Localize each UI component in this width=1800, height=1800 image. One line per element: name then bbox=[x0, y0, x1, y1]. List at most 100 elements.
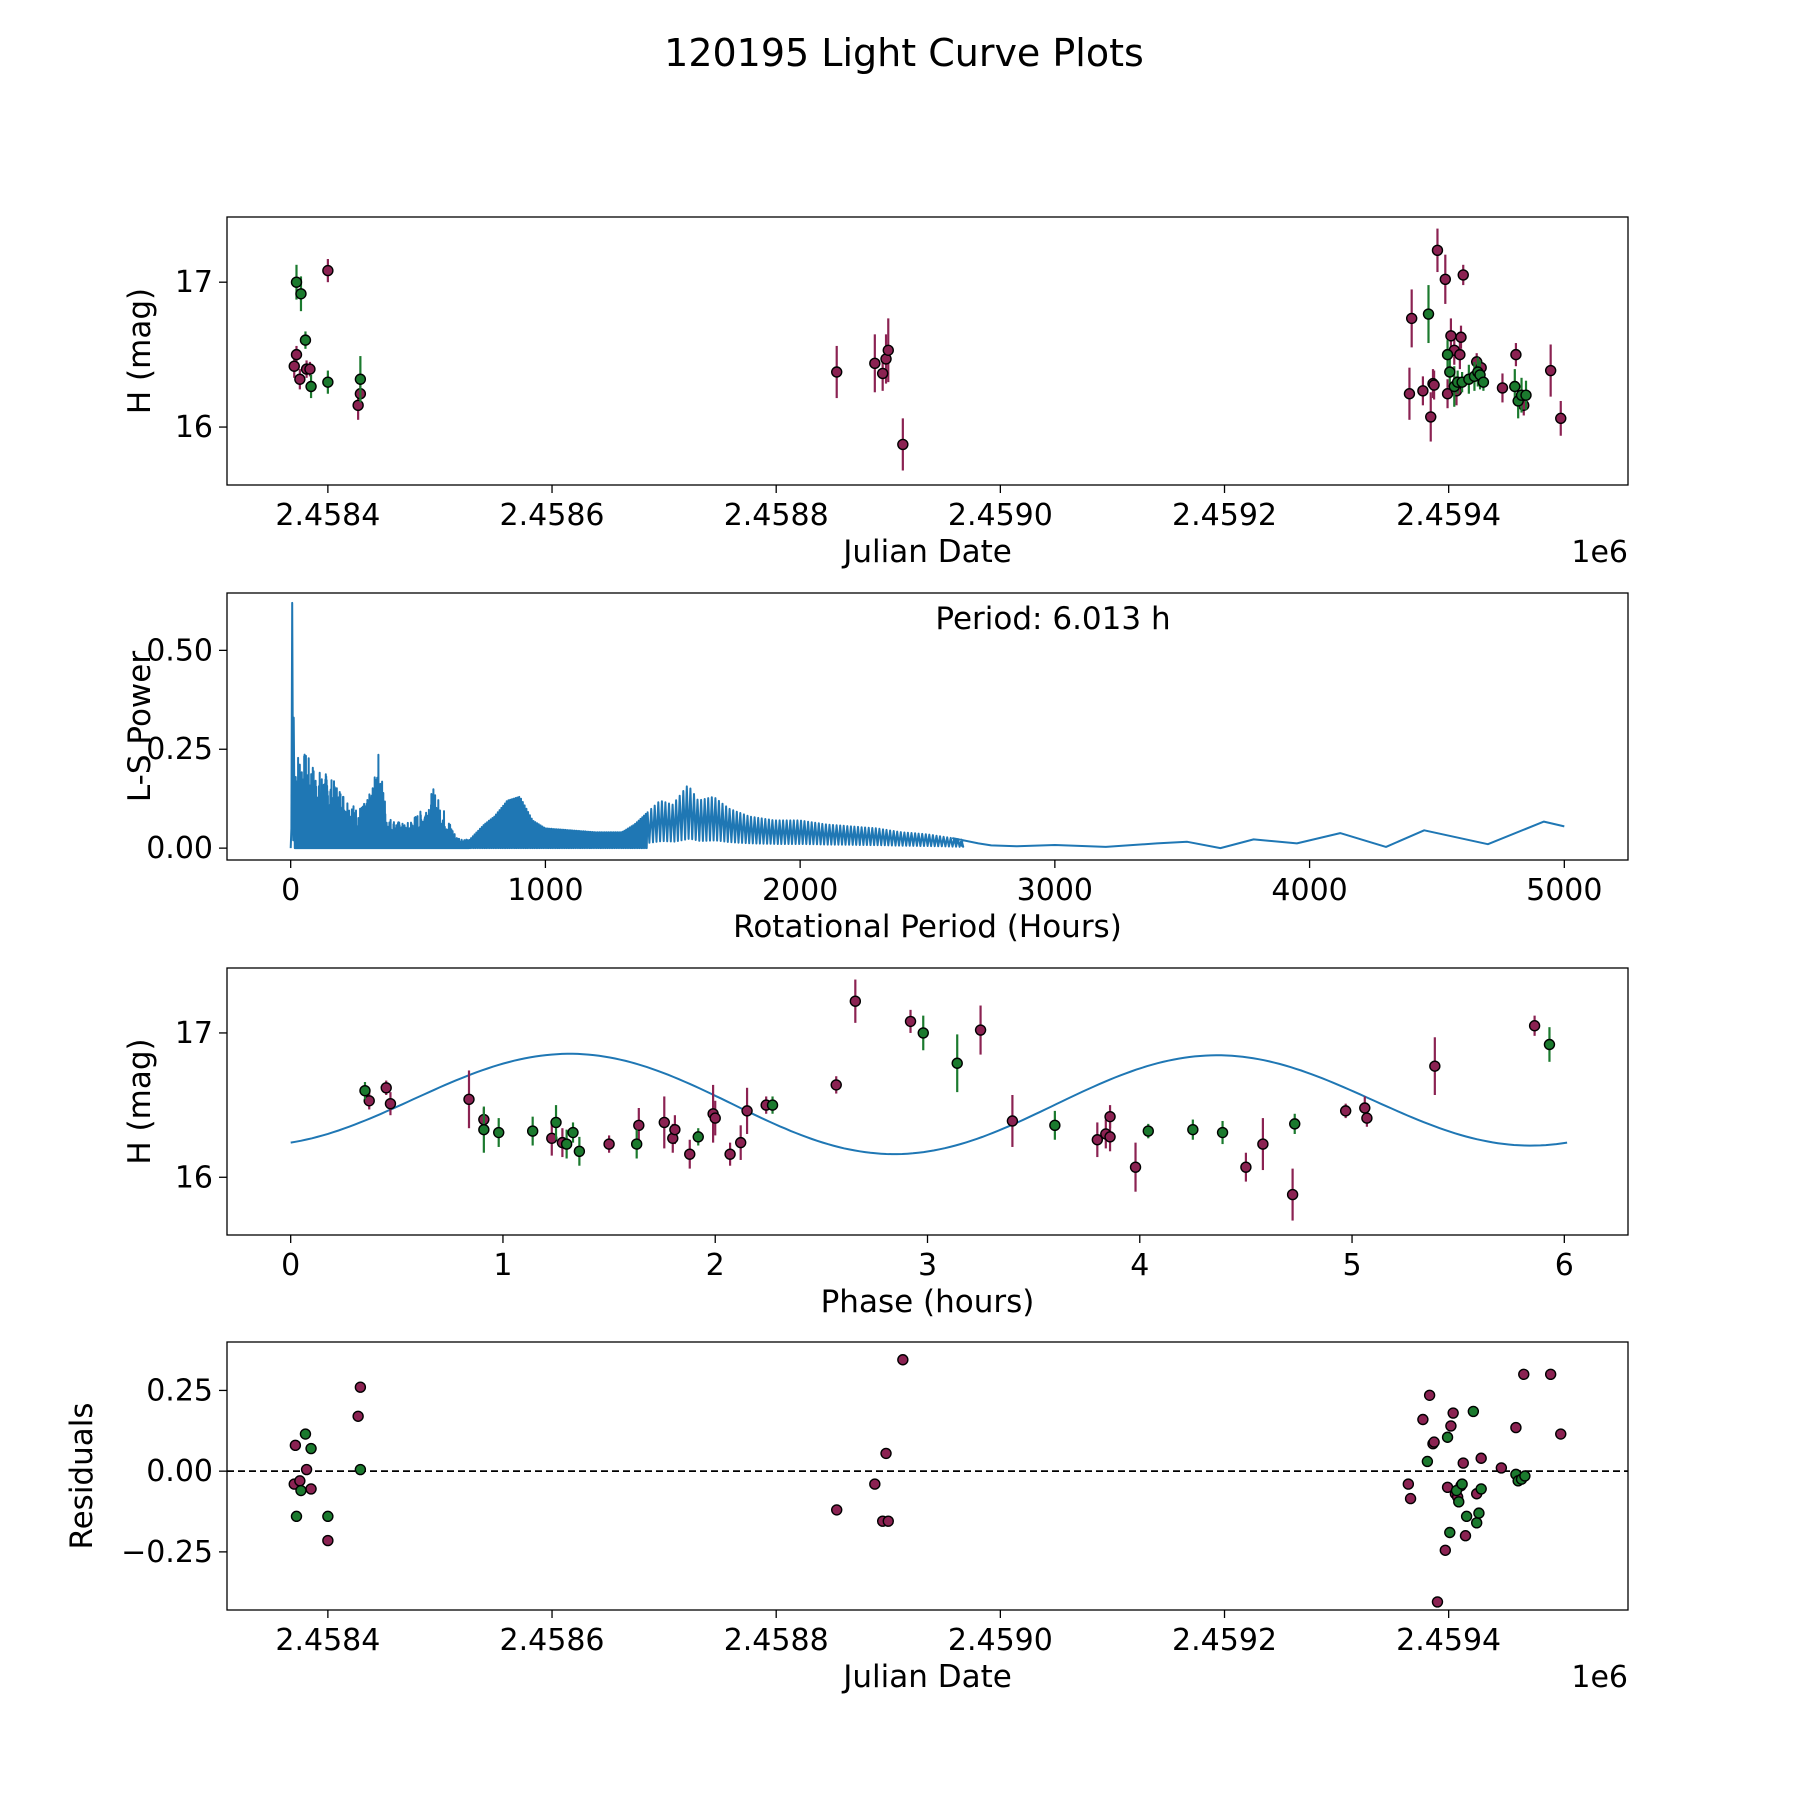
green-data-point bbox=[478, 1123, 490, 1136]
x-tick-label: 2000 bbox=[762, 873, 838, 908]
y-tick-label: 0.25 bbox=[146, 1373, 213, 1408]
green-data-point bbox=[567, 1126, 579, 1139]
magenta-data-point bbox=[897, 1354, 909, 1366]
x-axis-label: Rotational Period (Hours) bbox=[733, 909, 1122, 945]
x-tick-label: 2.4588 bbox=[724, 498, 829, 533]
magenta-data-point bbox=[1428, 379, 1440, 391]
x-tick-label: 6 bbox=[1555, 1248, 1574, 1283]
lightcurve-plot-area bbox=[288, 228, 1567, 471]
green-data-point bbox=[322, 1510, 334, 1523]
lightcurve-axes-frame bbox=[226, 216, 1629, 486]
x-offset-label: 1e6 bbox=[1571, 535, 1628, 570]
magenta-data-point bbox=[658, 1116, 670, 1129]
x-axis-label: Julian Date bbox=[841, 534, 1012, 570]
x-tick-label: 2.4584 bbox=[275, 1623, 380, 1658]
period-annotation: Period: 6.013 h bbox=[935, 601, 1170, 637]
y-tick-label: 0.50 bbox=[146, 633, 213, 668]
magenta-data-point bbox=[384, 1097, 397, 1110]
green-data-point bbox=[560, 1138, 573, 1150]
magenta-data-point bbox=[1129, 1161, 1142, 1173]
magenta-data-point bbox=[897, 438, 909, 451]
green-data-point bbox=[290, 276, 303, 288]
magenta-data-point bbox=[880, 1447, 892, 1460]
magenta-data-point bbox=[1439, 1544, 1452, 1556]
magenta-data-point bbox=[709, 1112, 721, 1124]
magenta-data-point bbox=[380, 1082, 392, 1094]
y-tick-label: 16 bbox=[175, 1160, 213, 1195]
x-tick-label: 2.4594 bbox=[1396, 498, 1501, 533]
magenta-data-point bbox=[904, 1015, 917, 1028]
magenta-data-point bbox=[1339, 1105, 1352, 1117]
x-tick-label: 2.4592 bbox=[1172, 1623, 1277, 1658]
magenta-data-point bbox=[1402, 1478, 1415, 1490]
residuals-plot-area bbox=[227, 1354, 1628, 1608]
magenta-data-point bbox=[1240, 1161, 1252, 1173]
magenta-data-point bbox=[869, 1478, 881, 1490]
x-tick-label: 1 bbox=[493, 1248, 512, 1283]
y-axis-label: H (mag) bbox=[122, 1038, 158, 1164]
magenta-data-point bbox=[831, 366, 843, 378]
green-data-point bbox=[1441, 348, 1454, 361]
magenta-data-point bbox=[1417, 1413, 1429, 1426]
magenta-data-point bbox=[1510, 1421, 1522, 1434]
magenta-data-point bbox=[304, 363, 316, 375]
magenta-data-point bbox=[1544, 364, 1557, 377]
magenta-data-point bbox=[974, 1024, 987, 1036]
x-tick-label: 2.4586 bbox=[500, 1623, 605, 1658]
magenta-data-point bbox=[1555, 412, 1567, 425]
magenta-data-point bbox=[603, 1138, 615, 1150]
magenta-data-point bbox=[876, 367, 889, 380]
magenta-data-point bbox=[1429, 1060, 1441, 1072]
x-tick-label: 2 bbox=[706, 1248, 725, 1283]
phased-plot-area bbox=[290, 979, 1568, 1221]
x-offset-label: 1e6 bbox=[1571, 1660, 1628, 1695]
magenta-data-point bbox=[1104, 1131, 1116, 1143]
green-data-point bbox=[1187, 1123, 1199, 1136]
green-data-point bbox=[305, 1442, 317, 1455]
magenta-data-point bbox=[1455, 331, 1467, 343]
magenta-data-point bbox=[830, 1079, 842, 1091]
magenta-data-point bbox=[1403, 388, 1416, 400]
magenta-data-point bbox=[1457, 269, 1469, 281]
y-axis-label: H (mag) bbox=[122, 288, 158, 414]
magenta-data-point bbox=[1091, 1134, 1104, 1146]
magenta-data-point bbox=[724, 1148, 736, 1160]
magenta-data-point bbox=[882, 1515, 894, 1527]
green-data-point bbox=[1453, 1496, 1465, 1508]
x-tick-label: 0 bbox=[281, 873, 300, 908]
magenta-data-point bbox=[300, 1463, 313, 1476]
magenta-data-point bbox=[1006, 1115, 1019, 1127]
green-data-point bbox=[290, 1510, 303, 1523]
green-data-point bbox=[1467, 1405, 1480, 1418]
green-data-point bbox=[1519, 1470, 1531, 1482]
green-data-point bbox=[1473, 1507, 1485, 1519]
green-data-point bbox=[526, 1125, 539, 1137]
magenta-data-point bbox=[363, 1095, 375, 1107]
green-data-point bbox=[1460, 1510, 1473, 1523]
magenta-data-point bbox=[1423, 1389, 1436, 1401]
magenta-data-point bbox=[1555, 1428, 1567, 1440]
x-tick-label: 5 bbox=[1342, 1248, 1361, 1283]
magenta-data-point bbox=[1439, 273, 1452, 285]
green-data-point bbox=[573, 1145, 586, 1157]
green-data-point bbox=[1216, 1126, 1229, 1139]
magenta-data-point bbox=[294, 1475, 306, 1487]
green-data-point bbox=[1477, 376, 1490, 388]
figure-title: 120195 Light Curve Plots bbox=[664, 31, 1144, 75]
green-data-point bbox=[1422, 308, 1435, 320]
magenta-data-point bbox=[849, 995, 862, 1007]
periodogram-line bbox=[289, 601, 1565, 850]
green-data-point bbox=[299, 1428, 312, 1440]
magenta-data-point bbox=[1431, 1596, 1444, 1608]
magenta-data-point bbox=[1495, 1462, 1508, 1474]
magenta-data-point bbox=[1104, 1110, 1116, 1123]
green-data-point bbox=[1475, 1483, 1487, 1495]
magenta-data-point bbox=[1405, 312, 1418, 325]
magenta-data-point bbox=[1404, 1492, 1417, 1505]
x-tick-label: 1000 bbox=[507, 873, 583, 908]
x-axis-label: Julian Date bbox=[841, 1659, 1012, 1695]
model-fit-curve bbox=[290, 1052, 1568, 1156]
periodogram-axes-frame bbox=[226, 592, 1629, 861]
x-tick-label: 4 bbox=[1130, 1248, 1149, 1283]
